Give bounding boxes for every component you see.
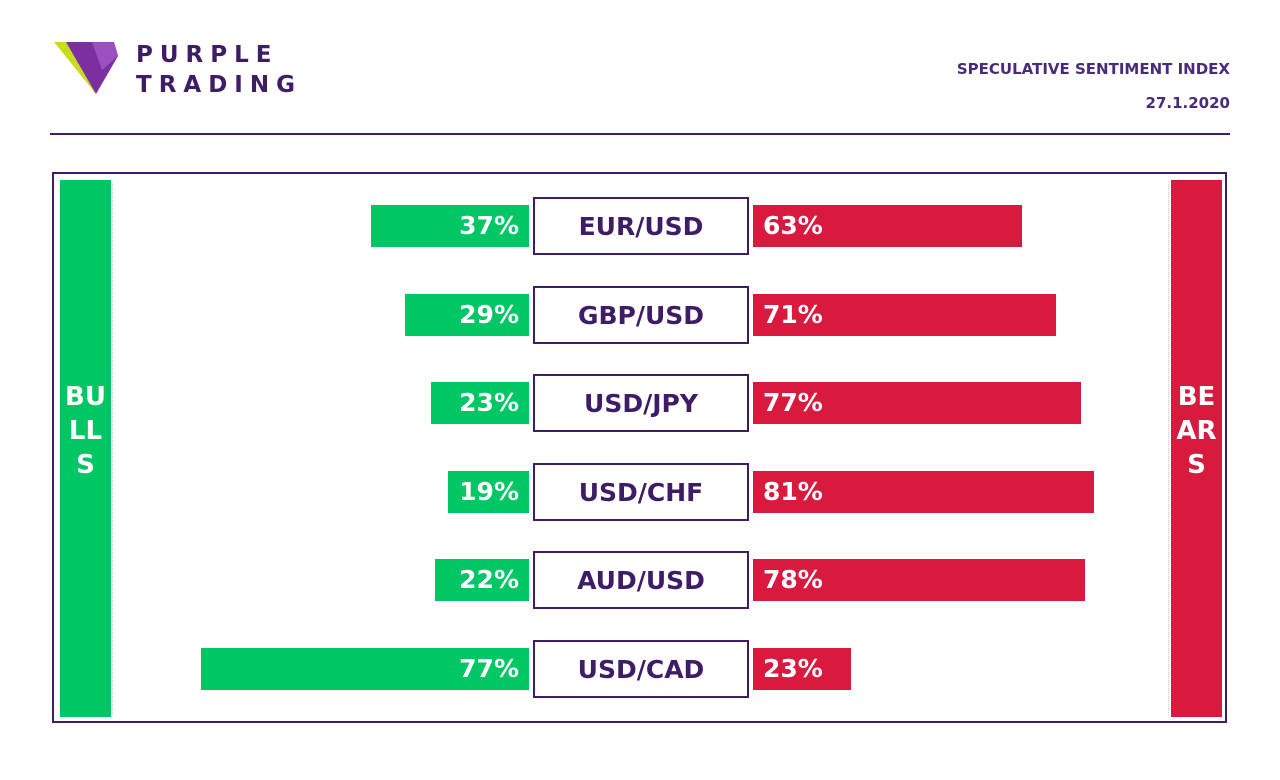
page-title: SPECULATIVE SENTIMENT INDEX <box>956 60 1230 78</box>
currency-pair-label: EUR/USD <box>533 197 749 255</box>
bulls-bar: 19% <box>448 471 529 513</box>
currency-pair-label: AUD/USD <box>533 551 749 609</box>
header-divider <box>50 133 1230 135</box>
bulls-bar: 23% <box>431 382 529 424</box>
bulls-bar: 77% <box>201 648 529 690</box>
bears-guide-line <box>1168 182 1169 715</box>
bulls-guide-line <box>112 182 113 715</box>
currency-pair-label: USD/CAD <box>533 640 749 698</box>
bulls-bar: 37% <box>371 205 529 247</box>
bears-label: BEARS <box>1176 382 1217 480</box>
bulls-label: BULLS <box>65 382 106 480</box>
chart-frame <box>52 172 1227 723</box>
brand-logo: PURPLE TRADING <box>52 40 312 100</box>
bears-bar: 81% <box>753 471 1094 513</box>
bears-bar: 63% <box>753 205 1022 247</box>
bears-bar: 77% <box>753 382 1081 424</box>
bears-bar: 78% <box>753 559 1085 601</box>
bears-side-bar: BEARS <box>1171 180 1222 717</box>
bears-bar: 71% <box>753 294 1056 336</box>
brand-name-line1: PURPLE <box>136 42 279 68</box>
bulls-bar: 22% <box>435 559 529 601</box>
bears-bar: 23% <box>753 648 851 690</box>
currency-pair-label: USD/CHF <box>533 463 749 521</box>
currency-pair-label: GBP/USD <box>533 286 749 344</box>
currency-pair-label: USD/JPY <box>533 374 749 432</box>
page-date: 27.1.2020 <box>1145 94 1230 112</box>
brand-name-line2: TRADING <box>136 72 302 98</box>
bulls-side-bar: BULLS <box>60 180 111 717</box>
purple-trading-logo-icon <box>54 42 118 94</box>
bulls-bar: 29% <box>405 294 529 336</box>
